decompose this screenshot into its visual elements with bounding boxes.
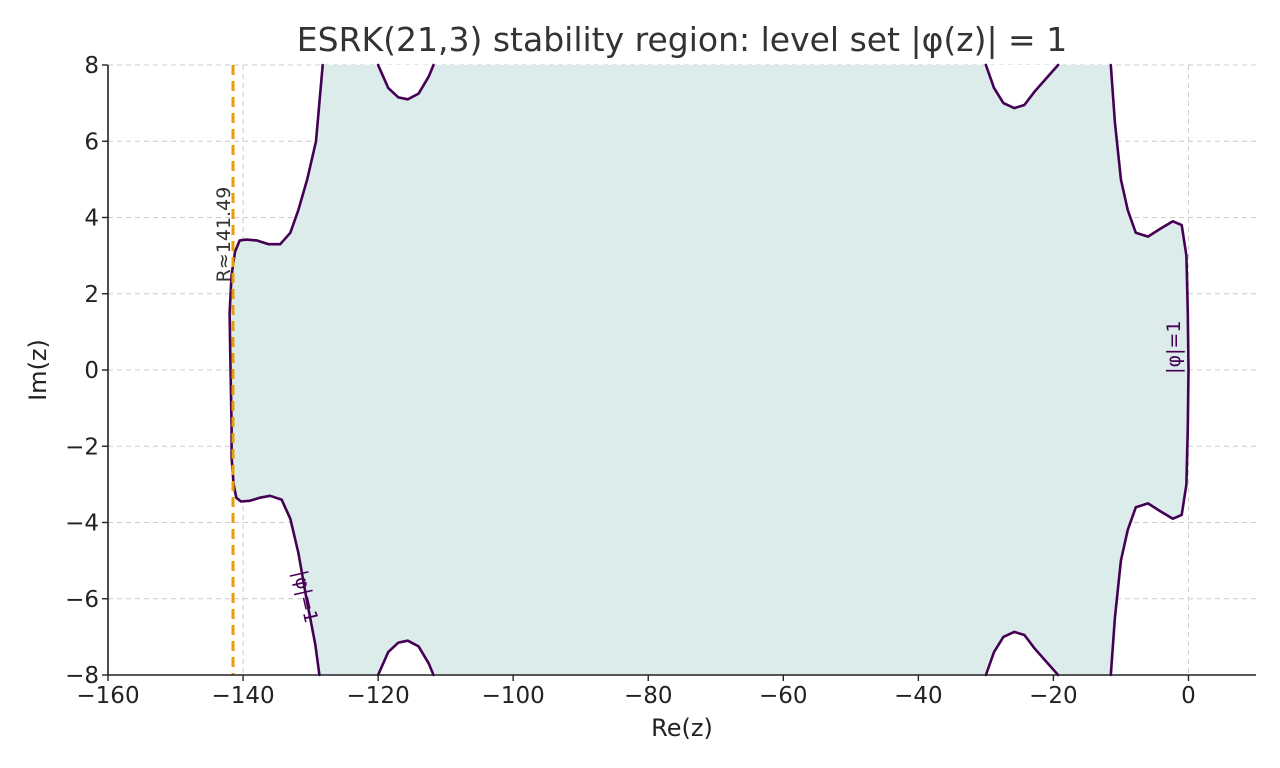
x-axis-label: Re(z) bbox=[651, 714, 713, 742]
contour-line bbox=[1109, 63, 1190, 677]
y-tick-label: 8 bbox=[84, 53, 99, 79]
y-tick-label: −4 bbox=[65, 511, 99, 537]
x-tick-label: −80 bbox=[624, 683, 673, 709]
y-tick-label: −6 bbox=[65, 587, 99, 613]
x-tick-label: −60 bbox=[759, 683, 808, 709]
contour-label: |φ|=1 bbox=[1163, 320, 1185, 373]
contour-line bbox=[228, 63, 324, 677]
unstable-island bbox=[985, 65, 1059, 109]
chart-title: ESRK(21,3) stability region: level set |… bbox=[297, 20, 1067, 59]
y-axis-label: Im(z) bbox=[24, 339, 52, 401]
x-tick-label: 0 bbox=[1181, 683, 1196, 709]
stability-region-fill bbox=[229, 65, 1189, 675]
contour-lines bbox=[228, 63, 1190, 677]
x-tick-label: −40 bbox=[894, 683, 943, 709]
x-tick-label: −100 bbox=[482, 683, 545, 709]
x-tick-label: −140 bbox=[211, 683, 274, 709]
tick-marks: −160 −140 −120 −100 −80 −60 −40 −20 0−8−6−4−2024… bbox=[65, 53, 1196, 709]
contour-line bbox=[984, 630, 1060, 677]
contour-line bbox=[376, 639, 435, 677]
contour-line bbox=[376, 63, 435, 101]
contour-line bbox=[984, 63, 1060, 110]
x-tick-label: −20 bbox=[1029, 683, 1078, 709]
x-tick-label: −160 bbox=[76, 683, 139, 709]
x-tick-label: −120 bbox=[347, 683, 410, 709]
reference-line-label: R≈141.49 bbox=[213, 187, 235, 283]
y-tick-label: −8 bbox=[65, 663, 99, 689]
y-tick-label: −2 bbox=[65, 434, 99, 460]
y-tick-label: 0 bbox=[84, 358, 99, 384]
y-tick-label: 2 bbox=[84, 282, 99, 308]
unstable-island bbox=[985, 631, 1059, 675]
y-tick-label: 4 bbox=[84, 206, 99, 232]
y-tick-label: 6 bbox=[84, 129, 99, 155]
